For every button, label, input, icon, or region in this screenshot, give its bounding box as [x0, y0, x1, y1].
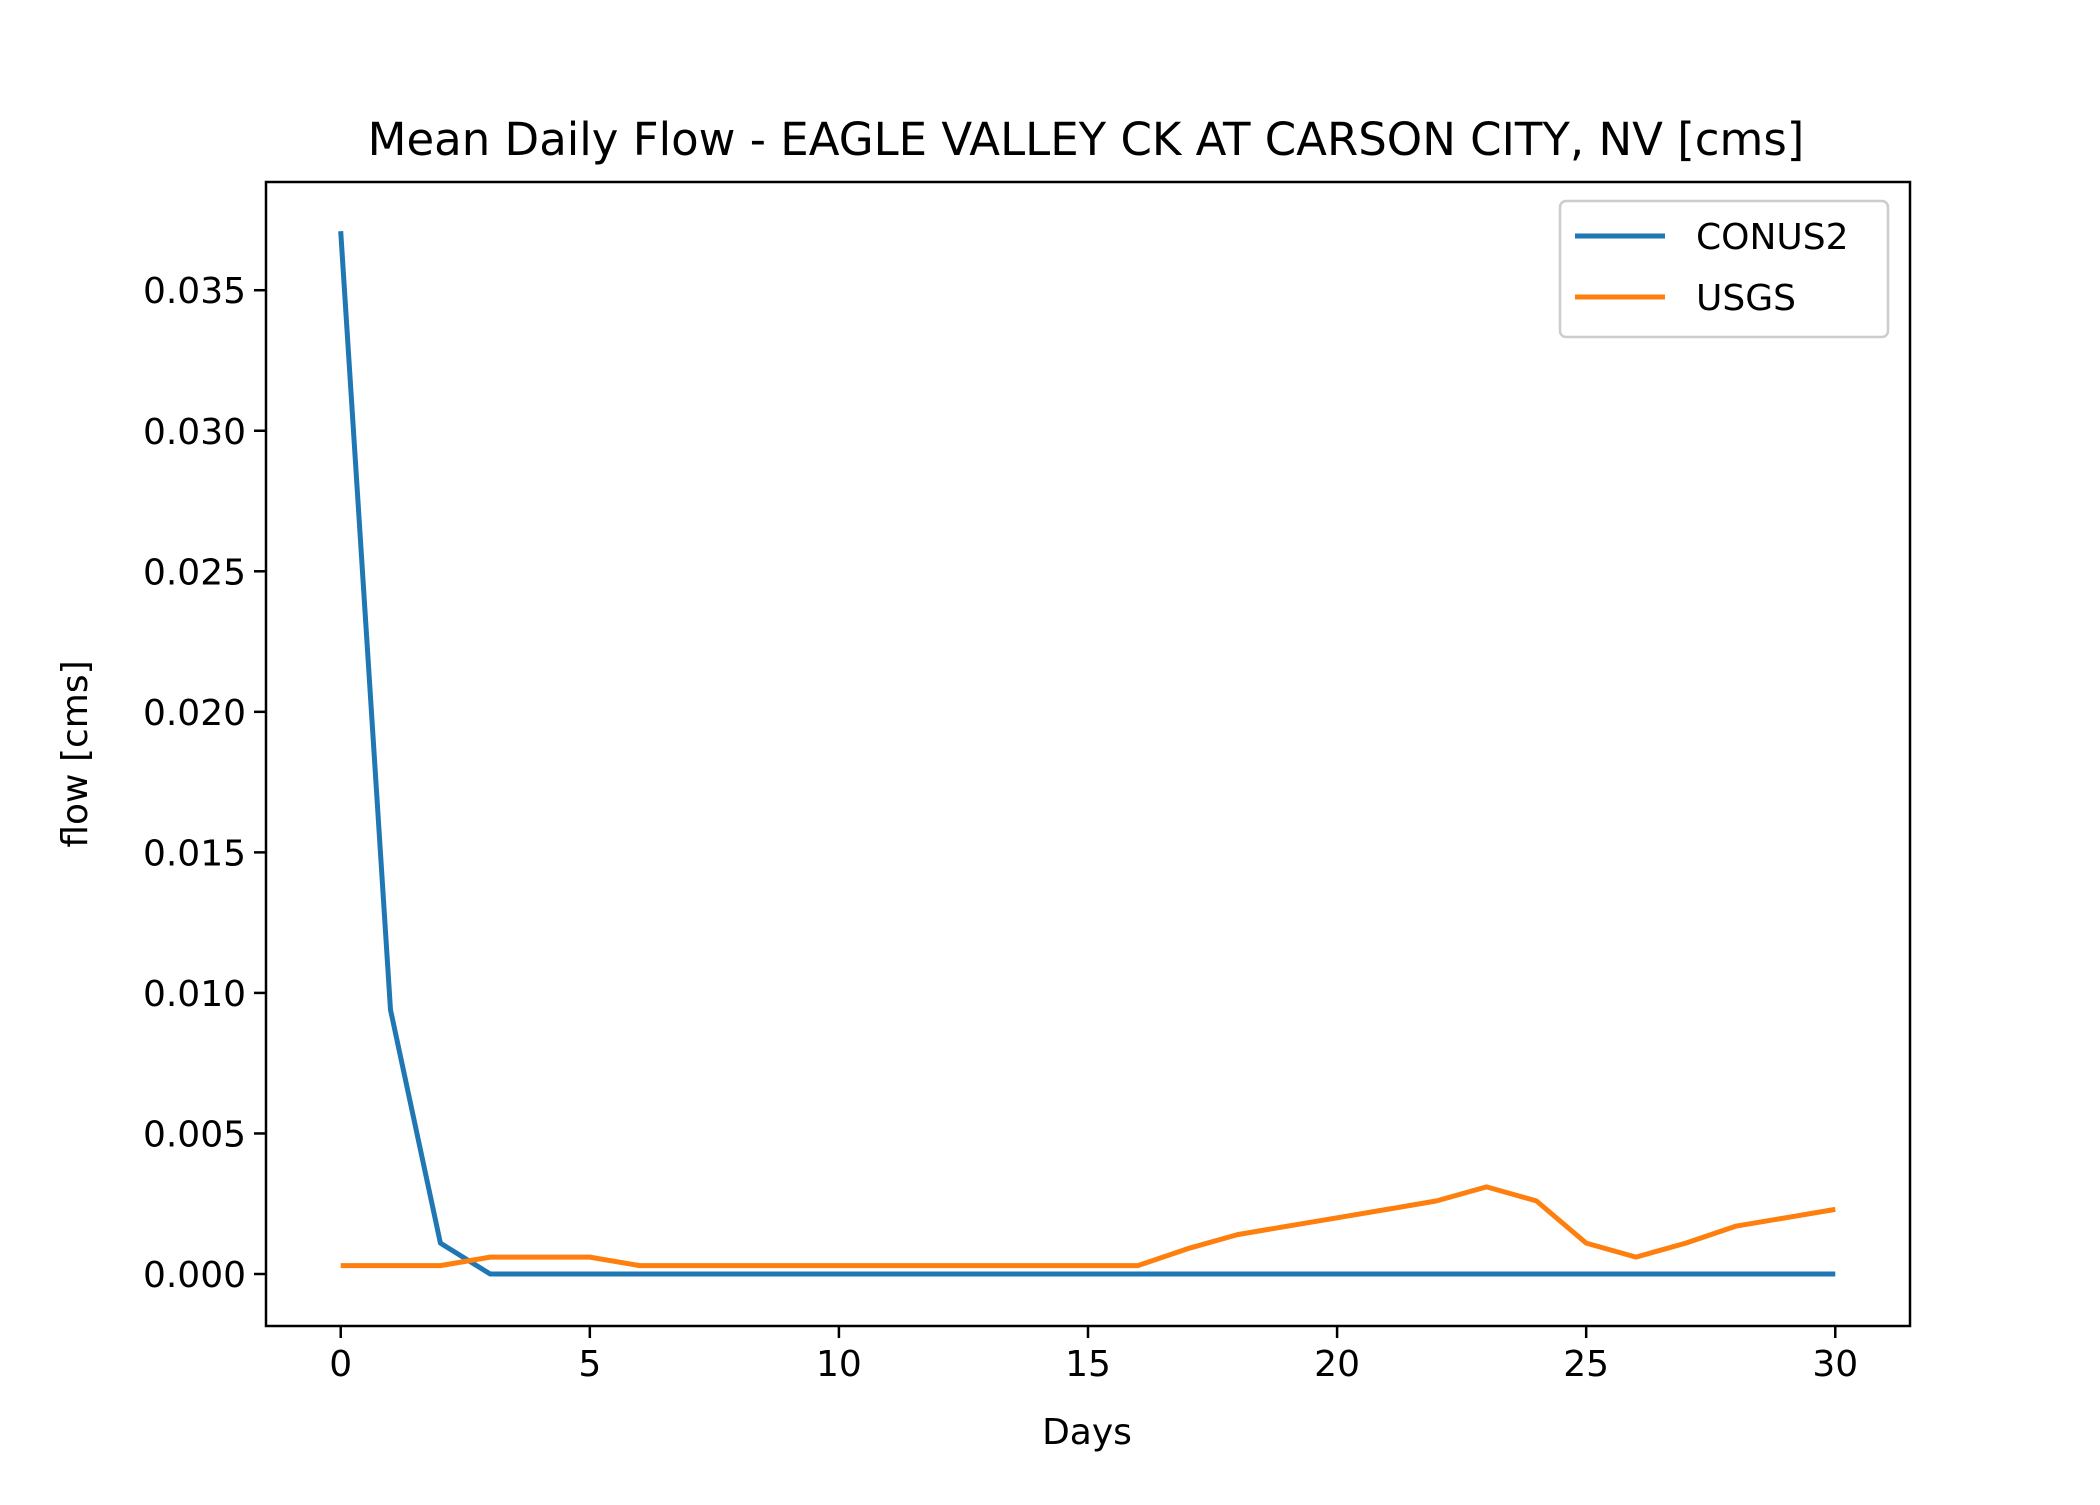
- y-tick-label: 0.005: [143, 1114, 246, 1155]
- series-line-usgs: [340, 1184, 1836, 1269]
- x-tick-label: 0: [329, 1344, 352, 1385]
- series-line-conus2: [338, 231, 1836, 1277]
- y-axis-label: flow [cms]: [55, 660, 96, 847]
- legend-label-conus2: CONUS2: [1696, 217, 1849, 258]
- series-lines: [338, 231, 1836, 1277]
- y-tick-label: 0.020: [143, 693, 246, 734]
- axis-ticks: 0 5 10 15 20 25 30 0.000 0.005 0.010 0.015 0.020 0.0…: [143, 271, 1858, 1385]
- y-tick-label: 0.030: [143, 412, 246, 453]
- y-tick-label: 0.010: [143, 974, 246, 1015]
- y-tick-label: 0.035: [143, 271, 246, 312]
- x-axis-label: Days: [1042, 1412, 1132, 1453]
- legend: CONUS2 USGS: [1558, 199, 1890, 339]
- plot-frame: [264, 180, 1912, 1328]
- y-tick-label: 0.025: [143, 552, 246, 593]
- x-tick-label: 15: [1065, 1344, 1111, 1385]
- x-tick-label: 25: [1563, 1344, 1609, 1385]
- legend-label-usgs: USGS: [1696, 278, 1796, 319]
- x-tick-label: 10: [816, 1344, 862, 1385]
- chart-title: Mean Daily Flow - EAGLE VALLEY CK AT CAR…: [368, 113, 1805, 166]
- x-tick-label: 5: [578, 1344, 601, 1385]
- x-tick-label: 20: [1314, 1344, 1360, 1385]
- y-tick-label: 0.015: [143, 833, 246, 874]
- x-tick-label: 30: [1812, 1344, 1858, 1385]
- y-tick-label: 0.000: [143, 1255, 246, 1296]
